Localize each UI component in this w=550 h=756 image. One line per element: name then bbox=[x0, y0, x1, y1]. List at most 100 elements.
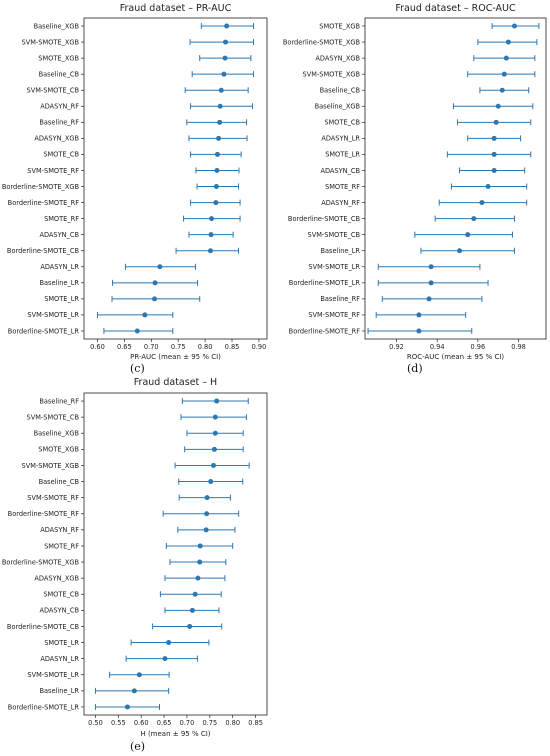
y-tick-label-c: SVM-SMOTE_XGB bbox=[22, 38, 80, 46]
mean-point-c bbox=[216, 135, 222, 141]
y-tick-label-d: Baseline_XGB bbox=[315, 103, 361, 111]
y-tick-label-d: Borderline-SMOTE_XGB bbox=[283, 38, 361, 46]
mean-point-d bbox=[426, 296, 432, 302]
y-tick-label-c: ADASYN_RF bbox=[40, 103, 79, 111]
mean-point-e bbox=[136, 672, 142, 678]
plot-frame-d bbox=[364, 17, 547, 340]
chart-panel-c: Fraud dataset – PR-AUC 0.60 0.65 0.70 0.75 0.… bbox=[0, 0, 275, 380]
x-tick-label-d: 0.98 bbox=[511, 343, 526, 351]
mean-point-c bbox=[221, 71, 227, 77]
y-tick-label-e: ADASYN_LR bbox=[40, 655, 79, 663]
y-tick-label-c: Baseline_CB bbox=[39, 70, 80, 78]
mean-point-c bbox=[152, 280, 158, 286]
x-tick-label-c: 0.60 bbox=[90, 343, 105, 351]
y-tick-label-e: SMOTE_LR bbox=[44, 639, 79, 647]
x-tick-label-c: 0.65 bbox=[117, 343, 132, 351]
mean-point-d bbox=[491, 135, 497, 141]
y-tick-label-d: Baseline_LR bbox=[320, 247, 360, 255]
mean-point-e bbox=[197, 543, 203, 549]
mean-point-c bbox=[217, 119, 223, 125]
y-tick-label-d: ADASYN_CB bbox=[320, 167, 360, 175]
x-tick-label-c: 0.80 bbox=[198, 343, 213, 351]
x-tick-label-e: 0.80 bbox=[225, 719, 240, 727]
mean-point-c bbox=[157, 264, 163, 270]
mean-point-e bbox=[210, 462, 216, 468]
y-tick-label-c: SVM-SMOTE_RF bbox=[27, 167, 79, 175]
mean-point-d bbox=[493, 119, 499, 125]
y-tick-label-d: SVM-SMOTE_LR bbox=[308, 263, 360, 271]
chart-e: Fraud dataset – H 0.50 0.55 0.60 0.65 0.70 0.7… bbox=[2, 377, 268, 738]
y-tick-label-c: ADASYN_XGB bbox=[34, 135, 79, 143]
y-tick-label-e: Borderline-SMOTE_CB bbox=[7, 623, 80, 631]
x-axis-label-e: H (mean ± 95 % CI) bbox=[140, 730, 210, 738]
y-tick-label-d: ADASYN_RF bbox=[321, 199, 360, 207]
mean-point-d bbox=[503, 55, 509, 61]
x-tick-label-d: 0.96 bbox=[471, 343, 486, 351]
x-tick-label-e: 0.70 bbox=[180, 719, 195, 727]
mean-point-d bbox=[505, 39, 511, 45]
y-tick-label-d: SVM-SMOTE_RF bbox=[308, 311, 360, 319]
mean-point-d bbox=[428, 264, 434, 270]
y-tick-label-d: Baseline_RF bbox=[320, 295, 360, 303]
mean-point-c bbox=[217, 103, 223, 109]
y-tick-label-d: Borderline-SMOTE_RF bbox=[289, 327, 361, 335]
y-tick-label-d: SMOTE_XGB bbox=[319, 22, 360, 30]
mean-point-e bbox=[204, 511, 210, 517]
y-tick-label-e: Baseline_LR bbox=[39, 687, 79, 695]
mean-point-d bbox=[416, 328, 422, 334]
mean-point-e bbox=[204, 495, 210, 501]
caption-d: (d) bbox=[407, 362, 423, 375]
y-tick-label-c: Baseline_XGB bbox=[34, 22, 80, 30]
y-tick-label-e: SMOTE_CB bbox=[43, 591, 79, 599]
chart-title-c: Fraud dataset – PR-AUC bbox=[120, 3, 232, 14]
y-tick-label-c: SMOTE_XGB bbox=[38, 54, 79, 62]
chart-title-e: Fraud dataset – H bbox=[134, 377, 217, 388]
y-tick-label-c: SMOTE_RF bbox=[44, 215, 79, 223]
y-tick-label-c: Borderline-SMOTE_LR bbox=[8, 327, 80, 335]
x-tick-label-e: 0.75 bbox=[202, 719, 217, 727]
chart-panel-e: Fraud dataset – H 0.50 0.55 0.60 0.65 0.70 0.7… bbox=[0, 374, 275, 756]
mean-point-c bbox=[209, 216, 215, 222]
mean-point-c bbox=[208, 232, 214, 238]
mean-point-d bbox=[491, 167, 497, 173]
y-tick-label-d: Borderline-SMOTE_CB bbox=[288, 215, 361, 223]
mean-point-e bbox=[124, 704, 130, 710]
mean-point-e bbox=[166, 640, 172, 646]
x-tick-label-c: 0.75 bbox=[171, 343, 186, 351]
y-tick-label-c: SMOTE_LR bbox=[44, 295, 79, 303]
mean-point-d bbox=[479, 200, 485, 206]
y-tick-label-e: Borderline-SMOTE_RF bbox=[8, 510, 80, 518]
y-tick-label-d: ADASYN_XGB bbox=[315, 54, 360, 62]
y-tick-label-e: ADASYN_RF bbox=[40, 526, 79, 534]
mean-point-e bbox=[211, 446, 217, 452]
y-tick-label-d: Borderline-SMOTE_LR bbox=[289, 279, 361, 287]
mean-point-e bbox=[212, 414, 218, 420]
y-tick-label-d: SMOTE_RF bbox=[325, 183, 360, 191]
chart-panel-d: Fraud dataset – ROC-AUC 0.92 0.94 0.96 0.98 R… bbox=[277, 0, 550, 380]
mean-point-d bbox=[491, 151, 497, 157]
y-tick-label-e: ADASYN_XGB bbox=[34, 574, 79, 582]
x-tick-label-d: 0.94 bbox=[430, 343, 445, 351]
mean-point-c bbox=[152, 296, 158, 302]
mean-point-e bbox=[214, 398, 220, 404]
mean-point-c bbox=[213, 200, 219, 206]
chart-title-d: Fraud dataset – ROC-AUC bbox=[395, 3, 516, 14]
mean-point-c bbox=[142, 312, 148, 318]
y-tick-label-e: Baseline_RF bbox=[39, 397, 79, 405]
y-tick-label-c: Baseline_LR bbox=[39, 279, 79, 287]
y-tick-label-e: Borderline-SMOTE_LR bbox=[8, 703, 80, 711]
mean-point-c bbox=[222, 55, 228, 61]
mean-point-e bbox=[192, 591, 198, 597]
y-tick-label-d: ADASYN_LR bbox=[321, 135, 360, 143]
mean-point-d bbox=[511, 23, 517, 29]
x-axis-label-d: ROC-AUC (mean ± 95 % CI) bbox=[407, 353, 505, 361]
mean-point-d bbox=[499, 87, 505, 93]
x-tick-label-e: 0.50 bbox=[88, 719, 103, 727]
mean-point-c bbox=[207, 248, 213, 254]
y-tick-label-e: SVM-SMOTE_XGB bbox=[22, 462, 80, 470]
mean-point-c bbox=[223, 39, 229, 45]
y-tick-label-e: SMOTE_XGB bbox=[38, 446, 79, 454]
y-tick-label-e: Borderline-SMOTE_XGB bbox=[2, 558, 80, 566]
mean-point-c bbox=[213, 184, 219, 190]
x-tick-label-c: 0.90 bbox=[252, 343, 267, 351]
